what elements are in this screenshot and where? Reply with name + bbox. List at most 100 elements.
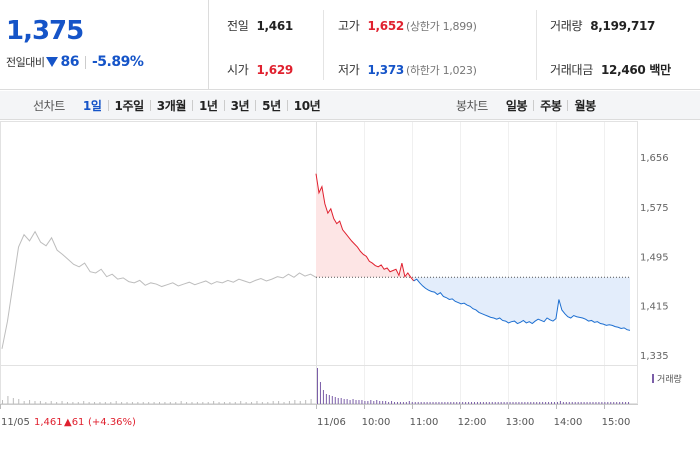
volume-bar [494,402,496,404]
volume-bar [88,402,90,404]
volume-bar [99,402,101,404]
period-10y[interactable]: 10년 [293,99,321,113]
volume-bar [598,402,600,404]
stat-high: 고가 1,652 (상한가 1,899) [338,17,477,34]
volume-bar [343,399,345,404]
volume-bar [29,400,31,404]
volume-bar [497,402,499,404]
volume-bar [373,401,375,404]
volume-bar [613,402,615,404]
period-3y[interactable]: 3년 [230,99,250,113]
volume-bar [610,402,612,404]
x-tick-label: 13:00 [506,417,535,428]
volume-bar [180,401,182,404]
x-tick-label: 10:00 [362,417,391,428]
volume-bar [256,401,258,404]
volume-bar [450,402,452,404]
prev-day-change: ▲61 [64,417,84,428]
price-chart-svg: 1,656 1,575 1,495 1,415 1,335 거래량 11/05 11/06… [0,121,682,428]
prev-day-change-percent: (+4.36%) [88,417,136,428]
stat-value: 1,652 [367,19,404,33]
divider [255,100,257,111]
period-3m[interactable]: 3개월 [156,99,187,113]
period-1w[interactable]: 1주일 [114,99,145,113]
volume-bar [358,400,360,404]
volume-bar [500,402,502,404]
stat-value: 8,199,717 [590,19,656,33]
volume-bar [45,402,47,404]
volume-bar [288,401,290,404]
volume-bar [334,397,336,404]
y-tick-label: 1,656 [640,153,669,164]
divider [191,100,193,111]
volume-bar [331,396,333,404]
volume-bar [441,402,443,404]
divider [567,100,569,111]
volume-bar [548,402,550,404]
x-axis: 11/05 11/06 10:00 11:00 12:00 13:00 14:00 15:00… [0,404,638,428]
volume-bar [474,402,475,404]
y-tick-label: 1,335 [640,351,669,362]
volume-bar [142,402,144,404]
down-triangle-icon [46,57,59,67]
volume-bar [536,402,538,404]
volume-bar [562,402,564,404]
prev-day-line [1,230,317,349]
volume-bar [110,402,112,404]
x-tick-label: 11/06 [317,417,346,428]
x-tick-label: 11/05 [1,417,30,428]
volume-bar [391,401,393,404]
today-up-line [315,173,415,282]
candle-weekly[interactable]: 주봉 [540,99,562,113]
volume-bar [229,402,231,404]
lower-limit: (하한가 1,023) [405,64,477,77]
volume-bar [34,401,36,404]
volume-bar [153,402,155,404]
volume-bar [164,402,166,404]
line-chart-title: 선차트 [33,99,65,113]
period-1d[interactable]: 1일 [82,99,102,113]
period-1y[interactable]: 1년 [198,99,218,113]
area-fills [316,173,630,331]
stat-label: 거래대금 [550,63,593,77]
change-percent: -5.89% [91,54,144,70]
volume-bar [438,402,440,404]
period-5y[interactable]: 5년 [262,99,281,113]
divider [84,55,86,69]
volume-bar [462,402,464,404]
volume-bar [340,398,342,404]
volume-bar [488,402,490,404]
volume-bar [364,401,366,404]
volume-bar [479,402,481,404]
volume-bar [503,402,505,404]
volume-bar [571,402,573,404]
volume-bar [468,402,470,404]
volume-bar [509,402,511,404]
y-tick-label: 1,575 [640,203,669,214]
stat-volume: 거래량 8,199,717 [550,17,655,34]
volume-bar [261,402,263,404]
volume-bar [556,402,558,404]
volume-bar [417,402,419,404]
candle-monthly[interactable]: 월봉 [574,99,596,113]
volume-bar [405,402,407,404]
volume-bars: 거래량 [2,368,682,404]
stat-value: 12,460 백만 [600,63,671,77]
volume-bar [545,402,547,404]
volume-bar [186,402,188,404]
volume-bar [346,399,348,404]
volume-bar [328,395,330,404]
volume-bar [476,402,478,404]
volume-bar [628,402,630,404]
volume-bar [223,402,225,404]
volume-bar [294,400,296,404]
volume-bar [272,401,274,404]
volume-bar [319,382,321,404]
volume-bar [370,400,372,404]
stock-summary-header: 1,375 전일대비 86 -5.89% 전일 1,461 시가 1,629 고가 1… [0,0,700,90]
volume-bar [325,394,327,404]
volume-bar [524,402,526,404]
volume-bar [245,402,247,404]
candle-daily[interactable]: 일봉 [505,99,528,113]
divider [223,100,225,111]
